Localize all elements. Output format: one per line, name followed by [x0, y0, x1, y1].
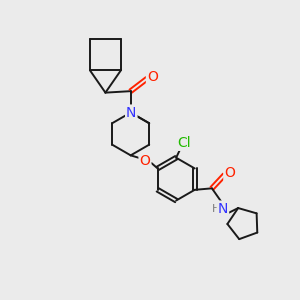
Text: N: N: [218, 202, 228, 216]
Text: O: O: [140, 154, 150, 168]
Text: O: O: [224, 167, 235, 181]
Text: N: N: [126, 106, 136, 120]
Text: O: O: [147, 70, 158, 84]
Text: H: H: [212, 204, 220, 214]
Text: Cl: Cl: [177, 136, 190, 150]
